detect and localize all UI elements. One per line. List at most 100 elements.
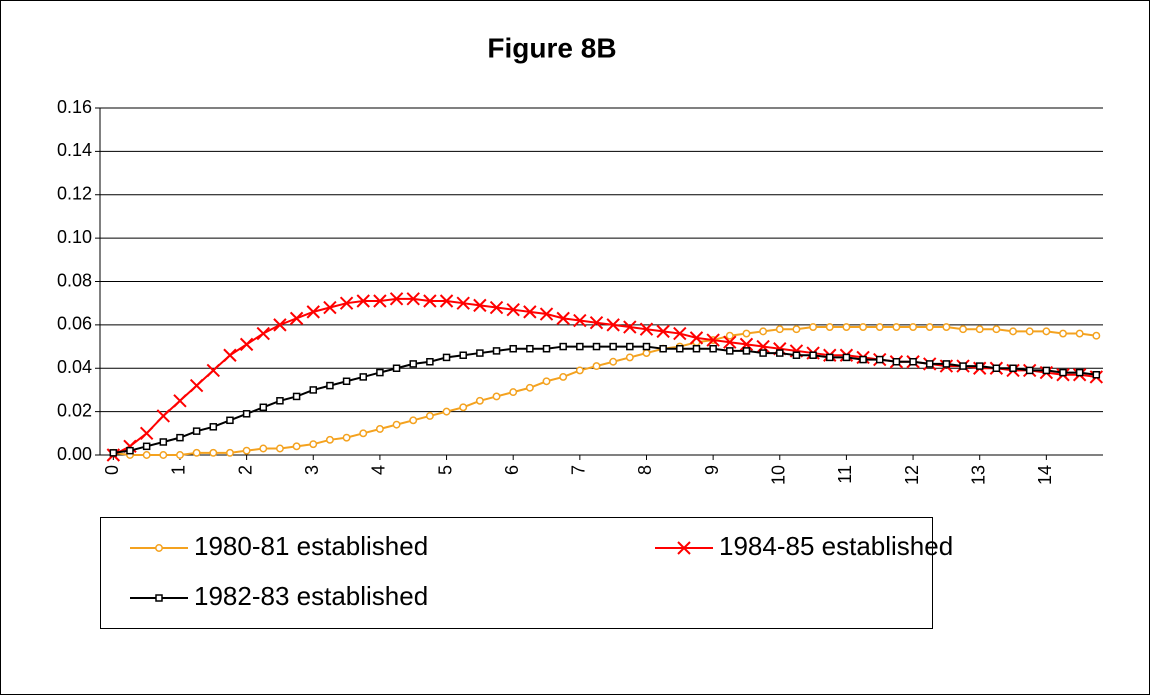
y-tick-label: 0.16 xyxy=(57,97,92,117)
y-tick-label: 0.02 xyxy=(57,400,92,420)
marker xyxy=(442,407,451,416)
y-tick-label: 0.06 xyxy=(57,314,92,334)
marker xyxy=(1025,327,1034,336)
x-tick-label: 6 xyxy=(502,465,522,475)
marker xyxy=(659,344,667,353)
marker xyxy=(439,294,454,308)
x-tick-label: 14 xyxy=(1035,465,1055,485)
marker xyxy=(609,342,617,351)
x-tick-label: 7 xyxy=(569,465,589,475)
marker xyxy=(375,425,384,433)
x-tick-label: 0 xyxy=(102,465,122,475)
marker xyxy=(559,372,568,381)
marker xyxy=(642,349,651,358)
marker xyxy=(342,377,351,386)
marker xyxy=(725,331,734,340)
marker xyxy=(706,333,720,347)
marker xyxy=(459,403,468,412)
marker xyxy=(275,444,284,453)
marker xyxy=(859,355,867,364)
x-tick-label: 4 xyxy=(369,465,389,475)
marker xyxy=(226,448,234,457)
y-tick-label: 0.00 xyxy=(57,444,92,464)
marker xyxy=(609,357,618,366)
marker xyxy=(875,355,884,364)
marker xyxy=(759,349,767,357)
marker xyxy=(742,329,751,338)
marker xyxy=(176,451,184,459)
legend-marker xyxy=(677,541,691,555)
marker xyxy=(592,342,601,351)
marker xyxy=(109,449,118,457)
marker xyxy=(1042,366,1051,375)
marker xyxy=(326,381,334,390)
marker xyxy=(709,344,717,353)
marker xyxy=(226,416,234,425)
marker xyxy=(842,323,851,331)
marker xyxy=(1092,331,1101,340)
marker xyxy=(825,323,834,331)
marker xyxy=(242,410,251,418)
marker xyxy=(573,313,587,328)
x-tick-label: 8 xyxy=(635,465,655,475)
marker xyxy=(592,362,601,371)
legend-box xyxy=(100,517,933,629)
marker xyxy=(742,347,751,355)
marker xyxy=(625,353,634,362)
marker xyxy=(575,366,584,375)
y-tick-label: 0.14 xyxy=(57,140,92,160)
marker xyxy=(826,353,834,362)
marker xyxy=(775,325,784,334)
x-tick-label: 9 xyxy=(702,465,722,475)
marker xyxy=(256,326,270,341)
marker xyxy=(376,368,384,377)
marker xyxy=(206,363,221,378)
marker xyxy=(126,446,134,455)
y-tick-label: 0.12 xyxy=(57,184,92,204)
marker xyxy=(142,442,151,451)
marker xyxy=(759,327,768,336)
marker xyxy=(156,409,171,423)
marker xyxy=(975,362,984,370)
marker xyxy=(489,300,504,315)
x-tick-label: 2 xyxy=(235,465,255,475)
marker xyxy=(389,292,404,306)
marker xyxy=(159,438,168,446)
marker xyxy=(959,325,967,334)
legend-label: 1984-85 established xyxy=(719,531,953,561)
marker xyxy=(342,433,351,442)
marker xyxy=(292,392,301,401)
marker xyxy=(776,349,784,357)
marker xyxy=(359,373,367,381)
marker xyxy=(523,305,537,319)
marker xyxy=(676,344,684,353)
marker xyxy=(526,344,534,353)
chart-title: Figure 8B xyxy=(487,32,616,63)
marker xyxy=(325,435,334,444)
marker xyxy=(739,337,754,352)
marker xyxy=(1092,371,1101,379)
legend-marker xyxy=(155,594,163,602)
marker xyxy=(556,311,570,326)
marker xyxy=(642,342,651,351)
marker xyxy=(406,292,420,306)
marker xyxy=(656,324,670,339)
marker xyxy=(1025,366,1034,375)
legend-marker xyxy=(155,544,163,552)
y-tick-label: 0.04 xyxy=(57,357,92,377)
marker xyxy=(192,427,201,435)
marker xyxy=(689,331,704,345)
marker xyxy=(373,294,387,308)
marker xyxy=(159,451,168,459)
marker xyxy=(1059,329,1067,338)
marker xyxy=(173,394,187,408)
marker xyxy=(542,377,551,386)
marker xyxy=(356,294,370,308)
marker xyxy=(192,448,201,457)
marker xyxy=(1075,368,1084,377)
marker xyxy=(909,323,918,331)
marker xyxy=(509,388,518,397)
marker xyxy=(992,325,1001,334)
marker xyxy=(189,378,204,393)
marker xyxy=(223,348,237,362)
